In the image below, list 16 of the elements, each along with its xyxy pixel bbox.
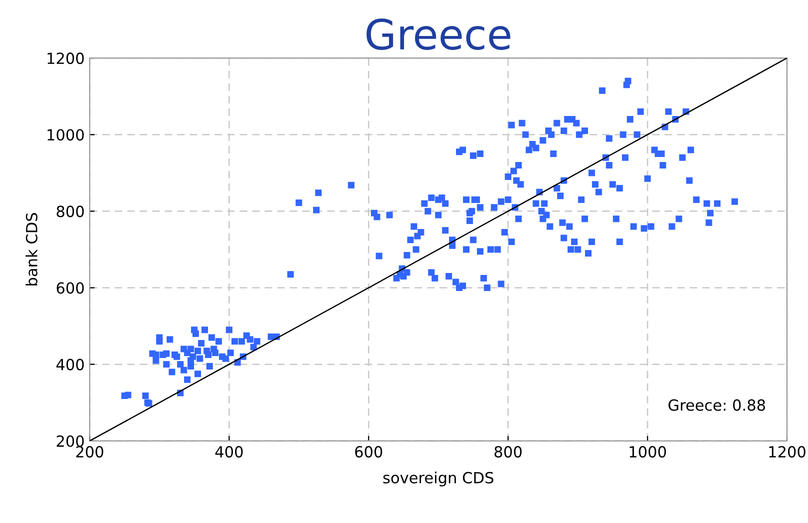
y-tick-label: 1000 [48, 129, 84, 141]
y-axis-title: bank CDS [26, 213, 38, 286]
x-tick-label: 200 [76, 446, 104, 458]
y-tick-label: 600 [56, 282, 84, 294]
y-tick-label: 800 [56, 206, 84, 218]
x-tick-label: 600 [355, 446, 382, 458]
y-tick-label: 400 [56, 358, 84, 370]
y-tick-label: 1200 [48, 52, 84, 64]
x-axis-title: sovereign CDS [383, 472, 494, 486]
annotation: Greece: 0.88 [668, 399, 766, 411]
y-tick-label: 200 [56, 435, 84, 447]
x-tick-label: 1000 [630, 446, 666, 458]
x-tick-label: 800 [494, 446, 522, 458]
x-tick-label: 1200 [769, 446, 806, 458]
chart-title: Greece [366, 18, 510, 50]
x-tick-label: 400 [215, 446, 243, 458]
